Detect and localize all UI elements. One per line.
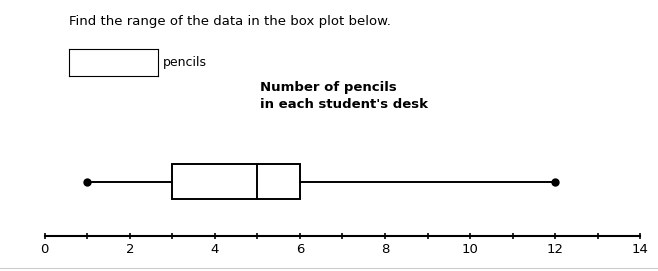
- Bar: [172, 164, 300, 199]
- Text: Number of pencils
in each student's desk: Number of pencils in each student's desk: [260, 81, 428, 111]
- Text: Find the range of the data in the box plot below.: Find the range of the data in the box pl…: [69, 15, 391, 28]
- Text: pencils: pencils: [163, 56, 207, 69]
